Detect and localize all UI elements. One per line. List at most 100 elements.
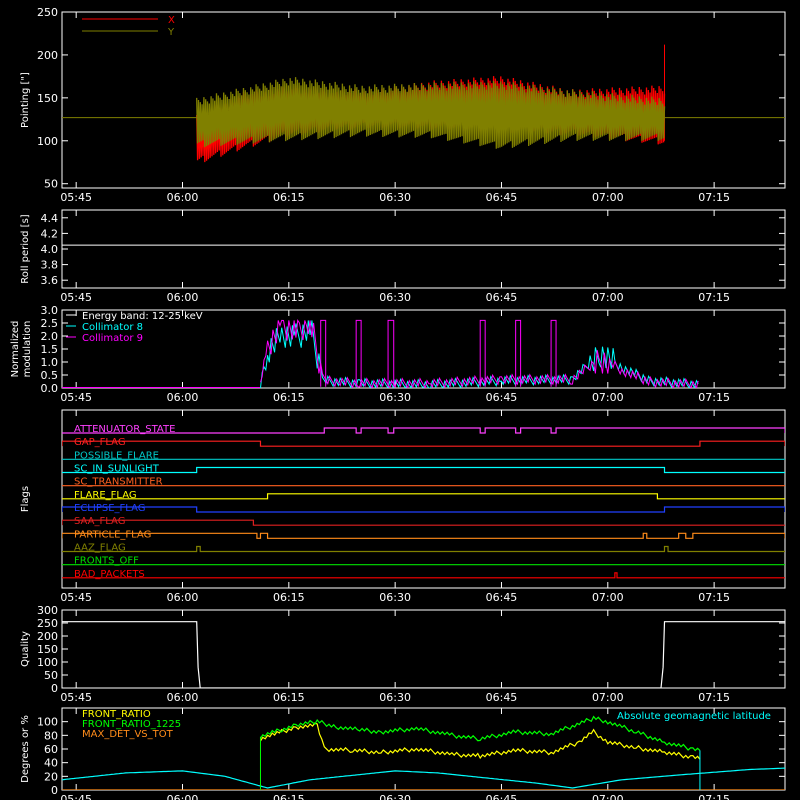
y-tick-label: 3.6	[41, 274, 59, 287]
flag-label: SC_TRANSMITTER	[74, 477, 163, 488]
x-tick-label: 05:45	[60, 391, 92, 404]
x-tick-label: 07:00	[592, 691, 624, 704]
y-tick-label: 20	[44, 770, 58, 783]
y-tick-label: 60	[44, 743, 58, 756]
panel-3: 05:45 06:00 06:15 06:30 06:45 07:00 07:15 0.00.…	[10, 304, 786, 404]
y-tick-label: 150	[37, 92, 58, 105]
x-tick-label: 07:15	[698, 291, 730, 304]
x-tick-label: 06:45	[486, 391, 518, 404]
x-tick-label: 05:45	[60, 291, 92, 304]
series-front_ratio_1225	[259, 715, 701, 752]
y-tick-label: 50	[44, 669, 58, 682]
x-tick-label: 06:15	[273, 591, 305, 604]
y-tick-label: 4.2	[41, 227, 59, 240]
y-tick-label: 2.0	[41, 330, 59, 343]
x-tick-label: 07:15	[698, 191, 730, 204]
y-tick-label: 0.0	[41, 382, 59, 395]
y-axis-label: Pointing ["]	[20, 72, 31, 128]
y-tick-label: 250	[37, 6, 58, 19]
flag-trace	[62, 493, 785, 500]
right-legend-label: Absolute geomagnetic latitude	[617, 711, 771, 722]
x-tick-label: 06:30	[379, 793, 411, 800]
x-tick-label: 06:45	[486, 591, 518, 604]
x-tick-label: 06:00	[167, 291, 199, 304]
legend-label: Y	[167, 27, 175, 38]
x-tick-label: 06:15	[273, 391, 305, 404]
attenuator-pulse	[387, 319, 395, 387]
flag-trace	[62, 532, 785, 539]
y-tick-label: 4.4	[41, 212, 59, 225]
series-absolute-geomagnetic-latitude	[62, 767, 785, 789]
panel-2: 05:45 06:00 06:15 06:30 06:45 07:00 07:15 3.6 3.…	[20, 209, 786, 304]
flag-label: FLARE_FLAG	[74, 490, 137, 501]
attenuator-pulse	[515, 319, 522, 387]
x-tick-label: 06:00	[167, 793, 199, 800]
x-tick-label: 06:30	[379, 291, 411, 304]
x-tick-label: 05:45	[60, 591, 92, 604]
y-tick-label: 40	[44, 757, 58, 770]
y-axis-label: Roll period [s]	[20, 214, 31, 283]
x-tick-label: 06:00	[167, 591, 199, 604]
legend-label: Energy band: 12-25 keV	[82, 311, 203, 322]
y-tick-label: 0	[51, 784, 58, 797]
plot-area	[62, 44, 785, 163]
x-tick-label: 06:45	[486, 691, 518, 704]
flag-trace	[62, 519, 785, 526]
x-tick-label: 06:15	[273, 291, 305, 304]
flag-label: ATTENUATOR_STATE	[74, 424, 175, 435]
x-tick-label: 05:45	[60, 191, 92, 204]
attenuator-pulse	[550, 319, 557, 387]
y-tick-label: 150	[37, 643, 58, 656]
x-tick-label: 06:15	[273, 691, 305, 704]
x-tick-label: 06:30	[379, 191, 411, 204]
flag-label: GAP_FLAG	[74, 437, 126, 448]
quality-line	[62, 621, 785, 688]
plot-area	[62, 427, 785, 579]
x-tick-label: 06:45	[486, 793, 518, 800]
flag-trace	[62, 427, 785, 434]
x-tick-label: 07:00	[592, 391, 624, 404]
y-tick-label: 1.0	[41, 356, 59, 369]
plot-area	[62, 318, 699, 388]
x-tick-label: 05:45	[60, 793, 92, 800]
y-axis-label: Quality	[20, 631, 31, 667]
flag-label: PARTICLE_FLAG	[74, 529, 151, 540]
x-tick-label: 06:30	[379, 691, 411, 704]
legend-label: X	[168, 15, 175, 26]
flag-label: BAD_PACKETS	[74, 569, 145, 580]
legend-label: MAX_DET_VS_TOT	[82, 729, 174, 740]
y-tick-label: 4.0	[41, 243, 59, 256]
y-tick-label: 100	[37, 656, 58, 669]
y-tick-label: 2.5	[41, 317, 59, 330]
y-tick-label: 250	[37, 617, 58, 630]
y-axis-label: modulation	[22, 321, 33, 378]
panel-frame	[61, 209, 786, 289]
legend-label: Collimator 9	[82, 333, 143, 344]
attenuator-pulse	[320, 319, 327, 387]
flag-label: FRONTS_OFF	[74, 556, 139, 567]
y-tick-label: 0	[51, 682, 58, 695]
x-tick-label: 06:15	[273, 793, 305, 800]
x-tick-label: 07:00	[592, 591, 624, 604]
flag-trace	[62, 572, 785, 579]
legend-label: FRONT_RATIO	[82, 709, 151, 720]
x-tick-label: 06:00	[167, 691, 199, 704]
attenuator-pulse	[355, 319, 362, 387]
series-collimator-9	[260, 318, 699, 388]
flag-trace	[62, 506, 785, 513]
x-tick-label: 07:15	[698, 591, 730, 604]
plot-area	[62, 715, 785, 790]
y-tick-label: 200	[37, 49, 58, 62]
panel-1: 05:45 06:00 06:15 06:30 06:45 07:00 07:15 50 100…	[20, 6, 786, 204]
x-tick-label: 06:30	[379, 391, 411, 404]
x-tick-label: 06:45	[486, 291, 518, 304]
x-tick-label: 06:00	[167, 391, 199, 404]
x-tick-label: 07:15	[698, 691, 730, 704]
x-tick-label: 07:00	[592, 291, 624, 304]
panel-6: 05:45 06:00 06:15 06:30 06:45 07:00 07:15 02040…	[20, 707, 786, 800]
flag-trace	[62, 545, 785, 553]
y-tick-label: 100	[37, 135, 58, 148]
y-axis-label: Degrees or %	[20, 715, 31, 783]
y-axis-label: Normalized	[10, 321, 21, 378]
